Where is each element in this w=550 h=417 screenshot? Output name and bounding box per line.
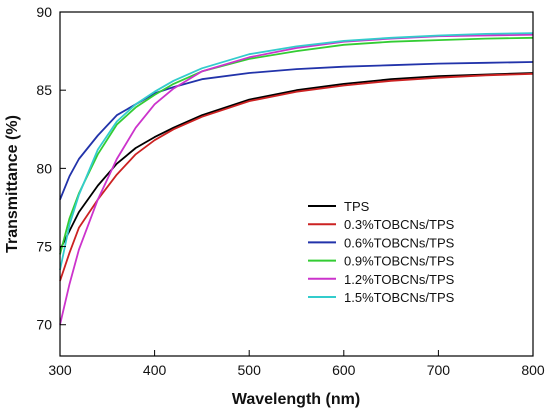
series-line [59,72,534,251]
x-tick-label: 700 [427,362,451,378]
y-tick-label: 75 [36,239,52,255]
y-tick-label: 80 [36,160,52,176]
x-tick-label: 500 [238,362,262,378]
legend-label: 0.3%TOBCNs/TPS [344,217,455,232]
legend-label: 1.5%TOBCNs/TPS [344,290,455,305]
y-axis-title: Transmittance (%) [4,115,21,253]
series-line [59,32,534,271]
legend-label: 1.2%TOBCNs/TPS [344,272,455,287]
legend: TPS 0.3%TOBCNs/TPS 0.6%TOBCNs/TPS 0.9%TOBCN… [308,199,455,305]
y-axis: 70 75 80 85 90 [36,4,66,333]
series-line [59,61,534,200]
y-tick-label: 85 [36,82,52,98]
legend-label: TPS [344,199,370,214]
x-tick-label: 600 [332,362,356,378]
y-tick-label: 90 [36,4,52,20]
y-tick-label: 70 [36,317,52,333]
x-tick-label: 400 [143,362,167,378]
x-axis: 300 400 500 600 700 800 [48,350,545,378]
plot-frame [59,11,534,357]
x-tick-label: 800 [521,362,545,378]
series-lines [59,32,534,325]
legend-label: 0.6%TOBCNs/TPS [344,235,455,250]
series-line [59,72,534,282]
x-tick-label: 300 [48,362,72,378]
x-axis-title: Wavelength (nm) [232,391,360,408]
legend-label: 0.9%TOBCNs/TPS [344,254,455,269]
